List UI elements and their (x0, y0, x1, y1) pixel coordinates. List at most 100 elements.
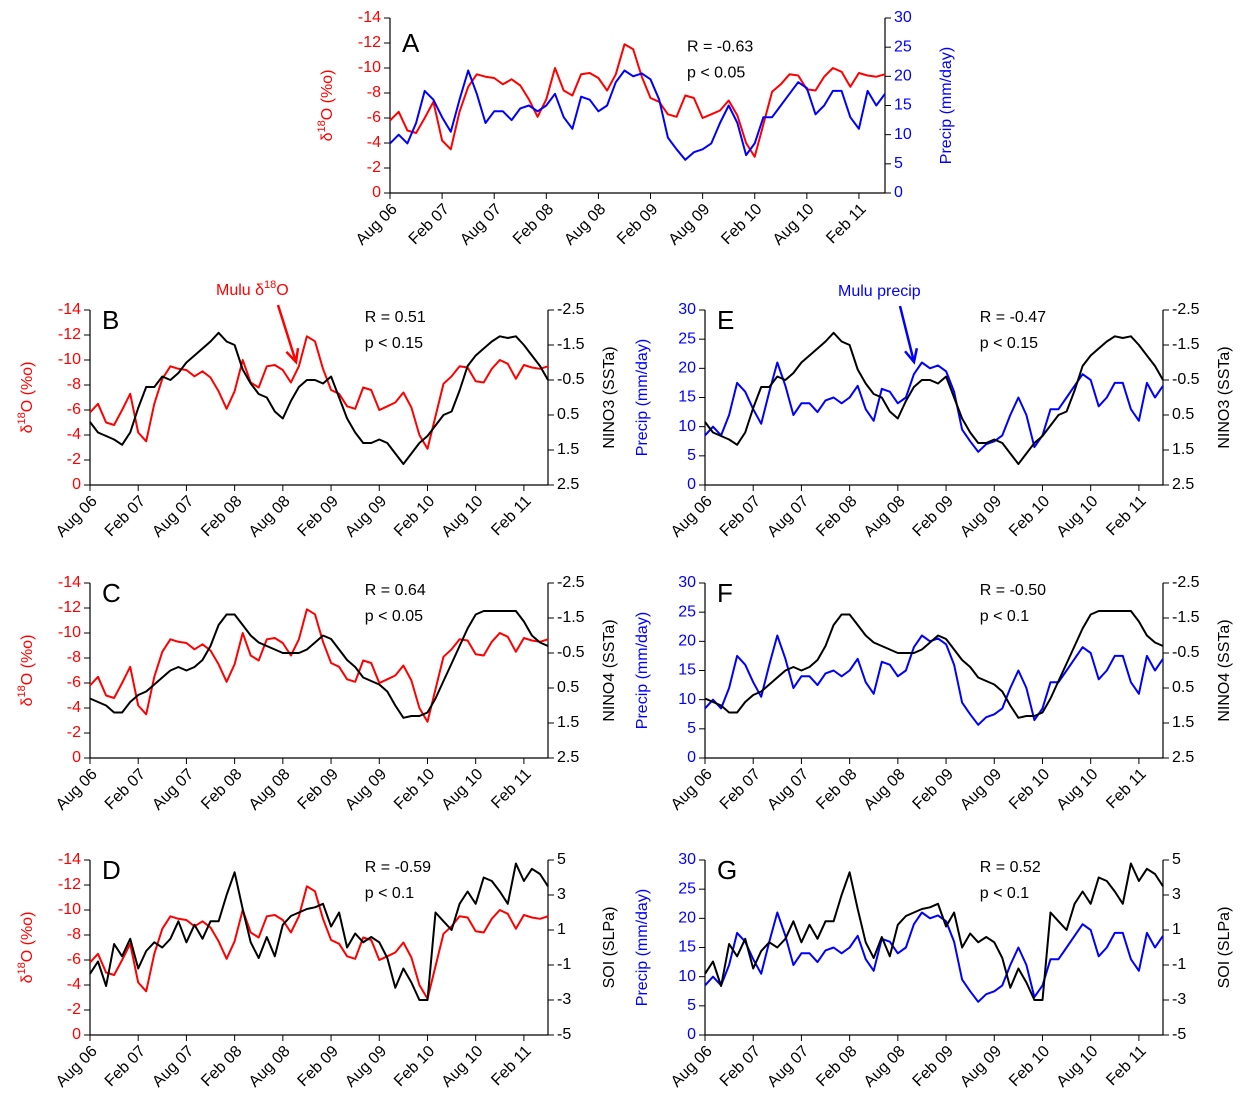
callout-arrow (898, 305, 916, 363)
annotation: R = 0.64 (365, 582, 426, 599)
y2-tick-label: 0.5 (557, 679, 579, 696)
annotation: p < 0.05 (687, 65, 745, 82)
y-axis-label-part: O (%o) (19, 912, 36, 963)
y2-tick-label: 1 (557, 921, 566, 938)
x-tick-label: Feb 11 (823, 201, 869, 247)
x-tick-label: Aug 08 (246, 766, 294, 814)
y-tick-label: 20 (678, 910, 696, 927)
panel-label: E (717, 305, 734, 335)
y-tick-label: -14 (358, 9, 381, 26)
x-tick-label: Feb 07 (102, 1043, 149, 1090)
y-tick-label: -10 (58, 901, 81, 918)
y2-axis-label: NINO4 (SSTa) (1216, 619, 1233, 721)
data-line (89, 331, 549, 465)
x-tick-label: Feb 11 (488, 1043, 534, 1089)
callout-part: Mulu δ (216, 282, 264, 299)
data-line (704, 361, 1164, 453)
x-tick-label: Feb 11 (1103, 1043, 1149, 1089)
y2-tick-label: 5 (1172, 851, 1181, 868)
y-tick-label: -2 (67, 1001, 81, 1018)
y-tick-label: -14 (58, 301, 81, 318)
data-line (89, 335, 549, 450)
y-tick-label: -2 (67, 451, 81, 468)
y-axis-label-part: δ (319, 132, 336, 141)
x-tick-label: Feb 07 (717, 1043, 764, 1090)
x-tick-label: Aug 06 (353, 201, 401, 249)
x-tick-label: Feb 10 (391, 766, 438, 813)
y-axis-label: δ18O (%o) (316, 70, 336, 142)
y2-tick-label: -1.5 (1172, 336, 1200, 353)
data-line (704, 911, 1164, 1003)
y2-tick-label: 2.5 (1172, 476, 1194, 493)
y-tick-label: 0 (687, 749, 696, 766)
panel-label: C (102, 578, 121, 608)
x-tick-label: Aug 09 (666, 201, 714, 249)
y-tick-label: 30 (678, 574, 696, 591)
x-tick-label: Aug 06 (668, 766, 716, 814)
callout-arrow (276, 304, 298, 363)
x-tick-label: Aug 08 (246, 493, 294, 541)
y-tick-label: 0 (687, 476, 696, 493)
y-tick-label: -10 (58, 351, 81, 368)
y2-tick-label: 1.5 (1172, 441, 1194, 458)
x-tick-label: Feb 10 (1006, 1043, 1053, 1090)
y2-tick-label: 1.5 (557, 714, 579, 731)
y-tick-label: 0 (372, 184, 381, 201)
x-tick-label: Aug 08 (861, 493, 909, 541)
y2-tick-label: -2.5 (1172, 301, 1200, 318)
y-tick-label: 30 (678, 851, 696, 868)
y-axis-label-part: 18 (16, 962, 28, 974)
x-tick-label: Aug 07 (764, 766, 812, 814)
panel-label: A (402, 28, 420, 58)
x-tick-label: Aug 10 (770, 201, 818, 249)
x-tick-label: Aug 10 (439, 1043, 487, 1091)
y-tick-label: -12 (358, 34, 381, 51)
x-tick-label: Aug 06 (53, 766, 101, 814)
y-axis-label-part: δ (19, 424, 36, 433)
y-axis-label-part: O (%o) (319, 70, 336, 121)
y-tick-label: -4 (367, 134, 381, 151)
panel: -14 -12 -10 -8 -6 -4 -2 0 -2.5 -1.5 -0.5 0.5 1.5 2.5 A… (53, 574, 585, 813)
data-line (389, 69, 886, 161)
y2-tick-label: 0.5 (1172, 679, 1194, 696)
x-tick-label: Aug 09 (342, 493, 390, 541)
x-tick-label: Feb 10 (391, 493, 438, 540)
y-tick-label: 15 (678, 662, 696, 679)
data-line (704, 331, 1164, 465)
y-axis-label-part: δ (19, 974, 36, 983)
y2-tick-label: 3 (1172, 886, 1181, 903)
y-tick-label: -2 (367, 159, 381, 176)
y-tick-label: -8 (67, 649, 81, 666)
y2-tick-label: -0.5 (557, 644, 585, 661)
annotation: p < 0.1 (980, 885, 1029, 902)
y2-tick-label: 0.5 (557, 406, 579, 423)
y-tick-label: 0 (72, 476, 81, 493)
y-axis-label-part: δ (19, 697, 36, 706)
x-tick-label: Feb 09 (910, 766, 957, 813)
x-tick-label: Aug 10 (1054, 766, 1102, 814)
x-tick-label: Aug 10 (439, 766, 487, 814)
callout-part: O (276, 282, 288, 299)
x-tick-label: Feb 10 (718, 201, 765, 248)
y-tick-label: -12 (58, 326, 81, 343)
y-tick-label: 20 (678, 633, 696, 650)
x-tick-label: Feb 09 (614, 201, 661, 248)
y-tick-label: 5 (687, 447, 696, 464)
x-tick-label: Feb 11 (488, 766, 534, 812)
x-tick-label: Aug 06 (668, 1043, 716, 1091)
x-tick-label: Aug 06 (53, 1043, 101, 1091)
x-tick-label: Feb 09 (910, 493, 957, 540)
x-tick-label: Feb 08 (510, 201, 557, 248)
y-axis-label-part: 18 (16, 412, 28, 424)
x-tick-label: Aug 08 (246, 1043, 294, 1091)
y-tick-label: -10 (358, 59, 381, 76)
y-tick-label: -8 (67, 926, 81, 943)
data-line (89, 862, 549, 1001)
x-tick-label: Feb 07 (406, 201, 453, 248)
x-tick-label: Feb 11 (1103, 766, 1149, 812)
callout-arrowhead (285, 347, 300, 365)
callout-part: 18 (264, 279, 276, 291)
data-line (704, 862, 1164, 1001)
